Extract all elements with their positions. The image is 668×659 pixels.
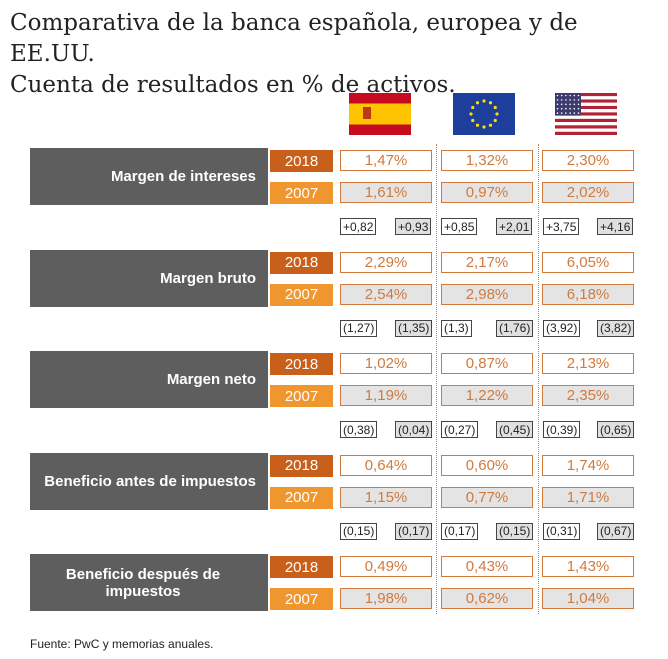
delta-value: +0,93 [395, 218, 432, 235]
delta-value: (3,92) [543, 319, 581, 337]
delta-value: +3,75 [543, 218, 580, 235]
value-2018: 6,05% [542, 251, 634, 273]
row-label-text: Margen de intereses [110, 168, 256, 185]
year-badge-2018: 2018 [270, 353, 333, 375]
value-2007: 1,71% [542, 486, 634, 508]
value-2018: 2,30% [542, 150, 634, 171]
year-badge-2018: 2018 [270, 454, 333, 477]
value-2018: 1,74% [542, 454, 634, 476]
value-2018: 1,32% [441, 150, 533, 171]
row-label: Beneficio después de impuestos [30, 554, 268, 611]
eu-star [482, 99, 486, 103]
delta-value: (0,17) [395, 522, 433, 540]
value-2007: 2,54% [340, 283, 432, 305]
year-badge-2007: 2007 [270, 385, 333, 407]
delta-value: (0,04) [395, 421, 433, 438]
value-2018: 2,29% [340, 251, 432, 273]
delta-value: (1,35) [395, 319, 433, 337]
us-flag-icon [555, 93, 617, 135]
year-badge-2018: 2018 [270, 556, 333, 578]
column-divider [538, 144, 539, 614]
delta-value: (0,27) [441, 421, 479, 438]
value-2007: 1,61% [340, 182, 432, 203]
value-2018: 1,47% [340, 150, 432, 171]
delta-value: (0,15) [496, 522, 534, 540]
delta-value: +4,16 [597, 218, 634, 235]
value-2007: 1,22% [441, 385, 533, 406]
value-2007: 2,98% [441, 283, 533, 305]
eu-star [495, 112, 499, 116]
value-2018: 1,43% [542, 556, 634, 577]
value-2007: 1,98% [340, 588, 432, 609]
value-2007: 2,02% [542, 182, 634, 203]
eu-flag-icon [453, 93, 515, 135]
value-2018: 0,87% [441, 353, 533, 374]
eu-star [475, 101, 480, 105]
row-label-text: Beneficio después de impuestos [65, 565, 221, 600]
row-label: Margen bruto [30, 249, 268, 307]
delta-value: (3,82) [597, 319, 635, 337]
value-2018: 0,60% [441, 454, 533, 476]
eu-star [471, 118, 475, 123]
delta-value: (0,65) [597, 421, 635, 438]
year-badge-2007: 2007 [270, 182, 333, 204]
value-2007: 6,18% [542, 283, 634, 305]
eu-star [471, 105, 475, 110]
value-2018: 0,49% [340, 556, 432, 577]
value-2018: 0,43% [441, 556, 533, 577]
year-badge-2018: 2018 [270, 251, 333, 274]
year-badge-2007: 2007 [270, 283, 333, 306]
delta-value: (0,39) [543, 421, 581, 438]
value-2007: 0,97% [441, 182, 533, 203]
year-badge-2007: 2007 [270, 588, 333, 610]
delta-value: (0,17) [441, 522, 479, 540]
value-2007: 1,19% [340, 385, 432, 406]
row-label: Beneficio antes de impuestos [30, 452, 268, 510]
page-title: Comparativa de la banca española, europe… [10, 8, 668, 101]
delta-value: (0,15) [340, 522, 378, 540]
eu-star [488, 123, 493, 127]
spain-flag-icon [349, 93, 411, 135]
row-label: Margen de intereses [30, 148, 268, 205]
year-badge-2007: 2007 [270, 486, 333, 509]
value-2007: 1,15% [340, 486, 432, 508]
delta-value: +0,85 [441, 218, 478, 235]
eu-star [493, 118, 497, 123]
delta-value: (0,38) [340, 421, 378, 438]
delta-value: (0,45) [496, 421, 534, 438]
value-2007: 0,77% [441, 486, 533, 508]
value-2007: 1,04% [542, 588, 634, 609]
delta-value: (1,3) [441, 319, 472, 337]
delta-value: (0,31) [543, 522, 581, 540]
title-line-1: Comparativa de la banca española, europe… [10, 10, 578, 67]
delta-value: (1,27) [340, 319, 378, 337]
eu-star [493, 105, 497, 110]
eu-star [488, 101, 493, 105]
value-2007: 2,35% [542, 385, 634, 406]
source-note: Fuente: PwC y memorias anuales. [30, 637, 214, 651]
row-label-text: Beneficio antes de impuestos [44, 472, 256, 490]
row-label: Margen neto [30, 351, 268, 408]
value-2018: 2,13% [542, 353, 634, 374]
row-label-text: Margen neto [166, 371, 256, 388]
year-badge-2018: 2018 [270, 150, 333, 172]
eu-star [469, 112, 473, 116]
value-2007: 0,62% [441, 588, 533, 609]
delta-value: +0,82 [340, 218, 377, 235]
delta-value: +2,01 [496, 218, 533, 235]
value-2018: 0,64% [340, 454, 432, 476]
value-2018: 2,17% [441, 251, 533, 273]
eu-star [475, 123, 480, 127]
column-divider [436, 144, 437, 614]
value-2018: 1,02% [340, 353, 432, 374]
eu-star [482, 125, 486, 129]
delta-value: (0,67) [597, 522, 635, 540]
row-label-text: Margen bruto [160, 269, 256, 287]
delta-value: (1,76) [496, 319, 534, 337]
